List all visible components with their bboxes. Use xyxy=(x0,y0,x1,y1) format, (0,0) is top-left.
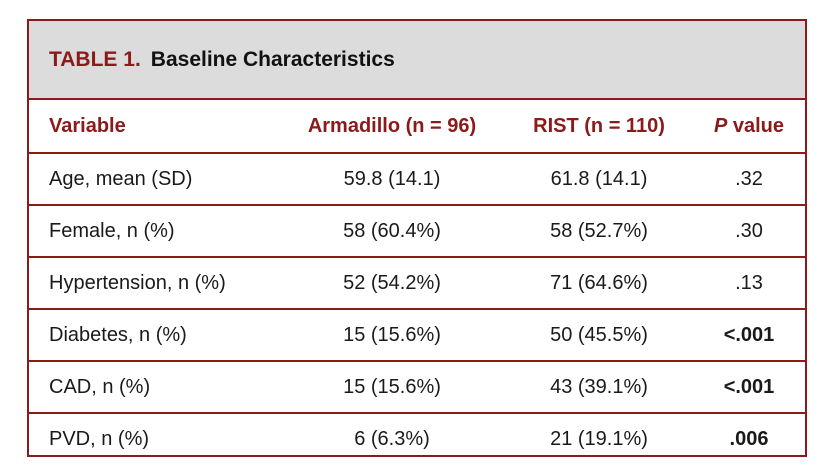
table-row: Age, mean (SD) 59.8 (14.1) 61.8 (14.1) .… xyxy=(29,153,805,205)
cell-p-value: <.001 xyxy=(693,308,805,361)
table-title-band: TABLE 1. Baseline Characteristics xyxy=(29,21,805,100)
cell-armadillo: 15 (15.6%) xyxy=(279,360,505,413)
cell-p-value: .30 xyxy=(693,204,805,257)
header-armadillo: Armadillo (n = 96) xyxy=(279,100,505,154)
cell-rist: 71 (64.6%) xyxy=(505,256,693,309)
baseline-table: TABLE 1. Baseline Characteristics Variab… xyxy=(27,19,807,464)
header-rist: RIST (n = 110) xyxy=(505,100,693,154)
cell-variable: PVD, n (%) xyxy=(29,412,279,464)
table-label: TABLE 1. xyxy=(49,47,141,71)
cell-rist: 61.8 (14.1) xyxy=(550,167,648,190)
header-variable: Variable xyxy=(29,100,279,154)
cell-rist: 58 (52.7%) xyxy=(505,204,693,257)
header-p-letter: P xyxy=(713,114,728,137)
cell-variable: Female, n (%) xyxy=(29,204,279,257)
cell-p-value: <.001 xyxy=(693,360,805,413)
table-row: Female, n (%) 58 (60.4%) 58 (52.7%) .30 xyxy=(29,204,805,257)
header-row: Variable Armadillo (n = 96) RIST (n = 11… xyxy=(29,100,805,154)
cell-variable: CAD, n (%) xyxy=(29,360,279,413)
header-p-word: value xyxy=(732,114,785,137)
table-row: PVD, n (%) 6 (6.3%) 21 (19.1%) .006 xyxy=(29,412,805,464)
cell-rist: 21 (19.1%) xyxy=(505,412,693,464)
table-row: Hypertension, n (%) 52 (54.2%) 71 (64.6%… xyxy=(29,256,805,309)
cell-p-value: .32 xyxy=(735,167,763,190)
cell-armadillo: 6 (6.3%) xyxy=(279,412,505,464)
cell-p-value: .006 xyxy=(693,412,805,464)
cell-variable: Diabetes, n (%) xyxy=(29,308,279,361)
cell-rist: 43 (39.1%) xyxy=(505,360,693,413)
cell-armadillo: 58 (60.4%) xyxy=(279,204,505,257)
cell-variable: Age, mean (SD) xyxy=(49,167,193,190)
cell-armadillo: 52 (54.2%) xyxy=(279,256,505,309)
table-title: Baseline Characteristics xyxy=(150,47,395,71)
cell-armadillo: 15 (15.6%) xyxy=(279,308,505,361)
cell-armadillo: 59.8 (14.1) xyxy=(343,167,441,190)
table-row: Diabetes, n (%) 15 (15.6%) 50 (45.5%) <.… xyxy=(29,308,805,361)
header-p-value: P value xyxy=(693,100,805,154)
data-table: Variable Armadillo (n = 96) RIST (n = 11… xyxy=(29,100,805,464)
cell-rist: 50 (45.5%) xyxy=(505,308,693,361)
cell-variable: Hypertension, n (%) xyxy=(29,256,279,309)
cell-p-value: .13 xyxy=(693,256,805,309)
table-row: CAD, n (%) 15 (15.6%) 43 (39.1%) <.001 xyxy=(29,360,805,413)
